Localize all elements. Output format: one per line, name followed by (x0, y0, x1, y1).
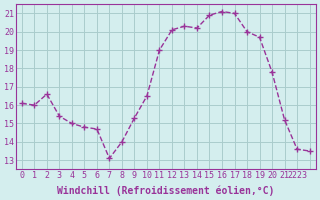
X-axis label: Windchill (Refroidissement éolien,°C): Windchill (Refroidissement éolien,°C) (57, 185, 274, 196)
